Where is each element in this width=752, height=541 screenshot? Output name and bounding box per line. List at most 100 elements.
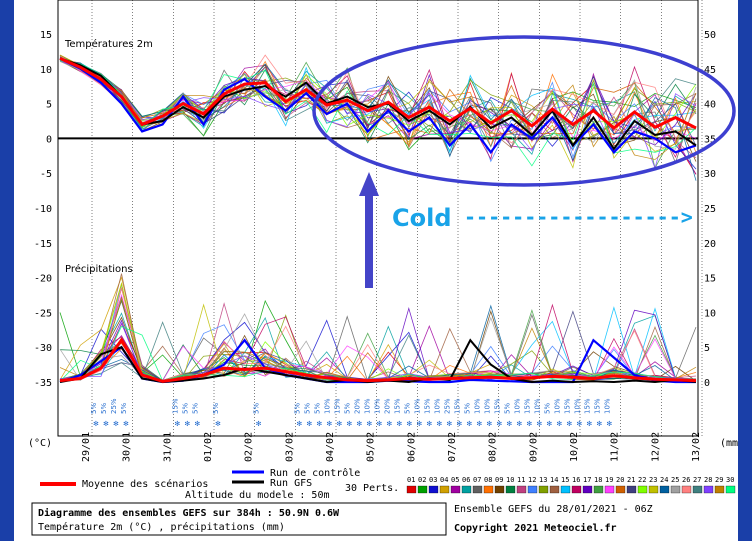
- x-tick-label: 05/02: [366, 432, 377, 462]
- member-number: 27: [693, 476, 701, 484]
- percent-label: 5%: [403, 403, 411, 414]
- member-number: 20: [616, 476, 624, 484]
- percent-label: 5%: [120, 403, 128, 414]
- member-swatch: [494, 485, 505, 494]
- percent-label: 10%: [413, 398, 421, 414]
- percent-label: 5%: [503, 403, 511, 414]
- percent-label: 25%: [443, 398, 451, 414]
- snow-icon: ✻: [256, 420, 262, 428]
- percent-label: 10%: [433, 398, 441, 414]
- member-swatch: [692, 485, 703, 494]
- y-tick-left: 0: [46, 134, 52, 145]
- percent-label: 5%: [343, 403, 351, 414]
- member-number: 25: [671, 476, 679, 484]
- run-info: Ensemble GEFS du 28/01/2021 - 06Z: [454, 504, 653, 515]
- member-swatch: [527, 485, 538, 494]
- snow-icon: ✻: [93, 420, 99, 428]
- member-swatch: [428, 485, 439, 494]
- x-tick-label: 08/02: [488, 432, 499, 462]
- member-precip-line: [59, 304, 697, 382]
- x-tick-label: 04/02: [325, 432, 336, 462]
- copyright: Copyright 2021 Meteociel.fr: [454, 522, 617, 534]
- y-tick-left: -15: [34, 239, 52, 250]
- x-tick-label: 31/01: [162, 432, 173, 462]
- member-number: 05: [451, 476, 459, 484]
- member-temp-line: [59, 60, 697, 162]
- percent-label: 5%: [90, 403, 98, 414]
- percent-label: 15%: [393, 398, 401, 414]
- unit-left-label: (°C): [28, 438, 52, 449]
- member-precip-line: [59, 306, 697, 382]
- member-number: 14: [550, 476, 558, 484]
- member-swatch: [461, 485, 472, 494]
- percent-label: 5%: [293, 403, 301, 414]
- snow-icon: ✻: [426, 420, 432, 428]
- x-tick-label: 10/02: [569, 432, 580, 462]
- main-series: [59, 57, 697, 384]
- member-number: 18: [594, 476, 602, 484]
- section-precip-label: Précipitations: [65, 263, 133, 275]
- snow-icon: ✻: [346, 420, 352, 428]
- y-tick-left: -20: [34, 274, 52, 285]
- member-precip-line: [59, 314, 697, 382]
- member-number: 21: [627, 476, 635, 484]
- percent-label: 10%: [533, 398, 541, 414]
- series-precip-0: [59, 337, 697, 383]
- plot-frame: [57, 0, 699, 437]
- section-temperature-label: Températures 2m: [64, 38, 153, 50]
- member-number: 02: [418, 476, 426, 484]
- snow-icon: ✻: [366, 420, 372, 428]
- title-box: [31, 502, 447, 536]
- snow-icon: ✻: [215, 420, 221, 428]
- percent-label: 10%: [373, 398, 381, 414]
- y-axis-left: 15 10 5 0 -5 -10 -15 -20 -25 -30 -35: [34, 30, 52, 389]
- x-tick-label: 06/02: [406, 432, 417, 462]
- x-tick-label: 30/01: [122, 432, 133, 462]
- unit-right-label: (mm): [720, 438, 738, 449]
- snow-icon: ✻: [436, 420, 442, 428]
- member-number: 10: [506, 476, 514, 484]
- x-tick-label: 02/02: [244, 432, 255, 462]
- member-number: 08: [484, 476, 492, 484]
- snow-icon: ✻: [194, 420, 200, 428]
- member-swatch: [659, 485, 670, 494]
- member-number: 26: [682, 476, 690, 484]
- percent-label: 5%: [181, 403, 189, 414]
- member-number: 04: [440, 476, 448, 484]
- member-number: 28: [704, 476, 712, 484]
- snow-icon: ✻: [356, 420, 362, 428]
- member-swatch: [505, 485, 516, 494]
- legend-gfs-label: Run GFS: [270, 478, 312, 489]
- percent-label: 10%: [473, 398, 481, 414]
- member-temp-line: [59, 60, 697, 167]
- member-number: 03: [429, 476, 437, 484]
- y-tick-right: 20: [704, 239, 716, 250]
- y-tick-left: 10: [40, 65, 52, 76]
- percent-label: 5%: [543, 403, 551, 414]
- percent-label: 20%: [353, 398, 361, 414]
- member-swatch: [648, 485, 659, 494]
- x-tick-label: 13/02: [691, 432, 702, 462]
- member-precip-line: [59, 306, 697, 381]
- y-tick-left: -10: [34, 204, 52, 215]
- altitude-label: Altitude du modele : 50m: [185, 490, 330, 501]
- snow-icon: ✻: [526, 420, 532, 428]
- member-swatch: [604, 485, 615, 494]
- percent-label: 5%: [313, 403, 321, 414]
- snow-icon: ✻: [476, 420, 482, 428]
- member-number: 11: [517, 476, 525, 484]
- member-precip-line: [59, 319, 697, 382]
- percent-label: 10%: [603, 398, 611, 414]
- y-tick-left: -35: [34, 378, 52, 389]
- percent-label: 5%: [303, 403, 311, 414]
- snow-icon: ✻: [486, 420, 492, 428]
- percent-label: 5%: [100, 403, 108, 414]
- member-swatch: [703, 485, 714, 494]
- cold-dashed-arrow: ------------------>: [464, 205, 693, 229]
- member-swatch: [626, 485, 637, 494]
- member-number: 07: [473, 476, 481, 484]
- snow-icon: ✻: [316, 420, 322, 428]
- snow-icon: ✻: [556, 420, 562, 428]
- member-temp-line: [59, 59, 697, 146]
